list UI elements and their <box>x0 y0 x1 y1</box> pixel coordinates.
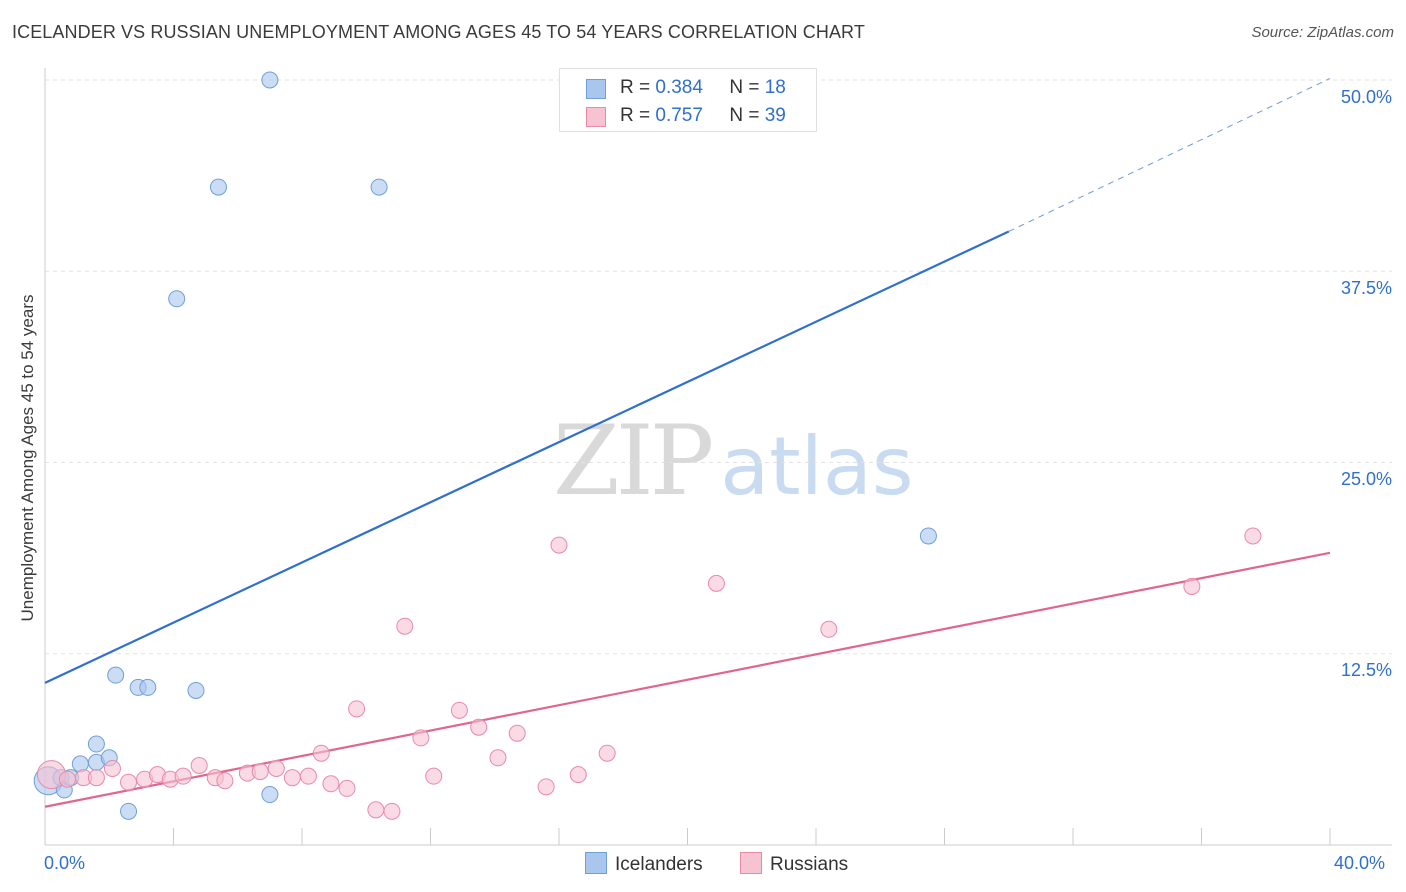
bottom-legend-label-russians: Russians <box>770 854 849 875</box>
point-russians-9 <box>174 767 192 785</box>
point-russians-33 <box>569 766 587 784</box>
legend-r-value: 0.757 <box>655 105 703 126</box>
y-tick-label-25: 25.0% <box>1340 469 1392 489</box>
point-icelanders-16 <box>261 71 279 89</box>
point-russians-34 <box>598 744 616 762</box>
point-russians-3 <box>87 769 105 787</box>
bottom-legend-swatch-icelanders <box>585 852 607 874</box>
point-icelanders-13 <box>187 681 205 699</box>
point-russians-18 <box>312 744 330 762</box>
point-russians-38 <box>1244 527 1262 545</box>
point-icelanders-8 <box>120 802 138 820</box>
point-russians-36 <box>820 620 838 638</box>
source-label: Source: ZipAtlas.com <box>1251 24 1394 41</box>
point-russians-35 <box>707 574 725 592</box>
bottom-legend-russians[interactable]: Russians <box>740 852 848 876</box>
y-axis-label: Unemployment Among Ages 45 to 54 years <box>18 294 37 622</box>
point-icelanders-18 <box>919 527 937 545</box>
watermark-zip: ZIP <box>553 405 714 517</box>
legend-n-value: 18 <box>764 77 786 98</box>
legend-n-label: N = <box>729 77 760 98</box>
x-tick-label-max: 40.0% <box>1334 853 1386 873</box>
bottom-legend-label-icelanders: Icelanders <box>615 854 703 875</box>
legend-n-value: 39 <box>764 105 786 126</box>
point-russians-26 <box>425 767 443 785</box>
point-icelanders-6 <box>87 735 105 753</box>
point-russians-17 <box>299 767 317 785</box>
point-russians-16 <box>283 769 301 787</box>
point-russians-4 <box>103 760 121 777</box>
legend-r-label: R = <box>620 77 651 98</box>
y-tick-label-50: 50.0% <box>1340 87 1392 107</box>
chart-title: ICELANDER VS RUSSIAN UNEMPLOYMENT AMONG … <box>12 22 865 42</box>
bottom-legend-swatch-russians <box>740 852 762 874</box>
legend-r-label: R = <box>620 105 651 126</box>
legend-text-icelanders: R = 0.384 N = 18 <box>620 77 786 99</box>
trendline-icelanders <box>44 230 1010 684</box>
x-tick-label-min: 0.0% <box>44 853 86 873</box>
point-icelanders-17 <box>370 178 388 196</box>
point-russians-24 <box>396 617 414 635</box>
point-russians-5 <box>120 773 138 791</box>
point-russians-25 <box>412 729 430 747</box>
point-russians-29 <box>489 749 507 767</box>
correlation-legend: R = 0.384 N = 18 R = 0.757 N = 39 <box>559 68 817 132</box>
point-icelanders-4 <box>71 755 89 773</box>
legend-text-russians: R = 0.757 N = 39 <box>620 105 786 127</box>
point-icelanders-9 <box>107 666 125 684</box>
point-russians-19 <box>322 775 340 793</box>
point-russians-27 <box>450 701 468 719</box>
trendline-russians <box>44 551 1331 808</box>
point-russians-30 <box>508 724 526 742</box>
point-icelanders-11 <box>139 678 157 696</box>
point-russians-20 <box>338 779 356 797</box>
point-russians-22 <box>367 801 385 819</box>
point-russians-12 <box>216 772 234 790</box>
legend-r-value: 0.384 <box>655 77 703 98</box>
legend-swatch-russians <box>586 107 606 127</box>
point-russians-23 <box>383 802 401 820</box>
bottom-legend-icelanders[interactable]: Icelanders <box>585 852 703 876</box>
point-russians-31 <box>537 778 555 796</box>
point-russians-28 <box>470 718 488 736</box>
legend-n-label: N = <box>729 105 760 126</box>
point-russians-15 <box>267 760 285 777</box>
point-russians-32 <box>550 536 568 554</box>
legend-swatch-icelanders <box>586 79 606 99</box>
y-tick-label-12-5: 12.5% <box>1340 660 1392 680</box>
point-icelanders-12 <box>168 290 186 308</box>
point-icelanders-15 <box>261 786 279 804</box>
watermark: ZIP atlas <box>553 405 914 517</box>
point-russians-10 <box>190 756 208 774</box>
point-russians-37 <box>1183 577 1201 595</box>
y-tick-label-37-5: 37.5% <box>1340 278 1392 298</box>
trendline-icelanders-extension <box>1008 78 1331 232</box>
point-russians-14 <box>251 763 269 781</box>
point-russians-21 <box>348 700 366 718</box>
point-icelanders-14 <box>209 178 227 196</box>
point-russians-1 <box>58 770 76 788</box>
watermark-atlas: atlas <box>720 420 914 513</box>
